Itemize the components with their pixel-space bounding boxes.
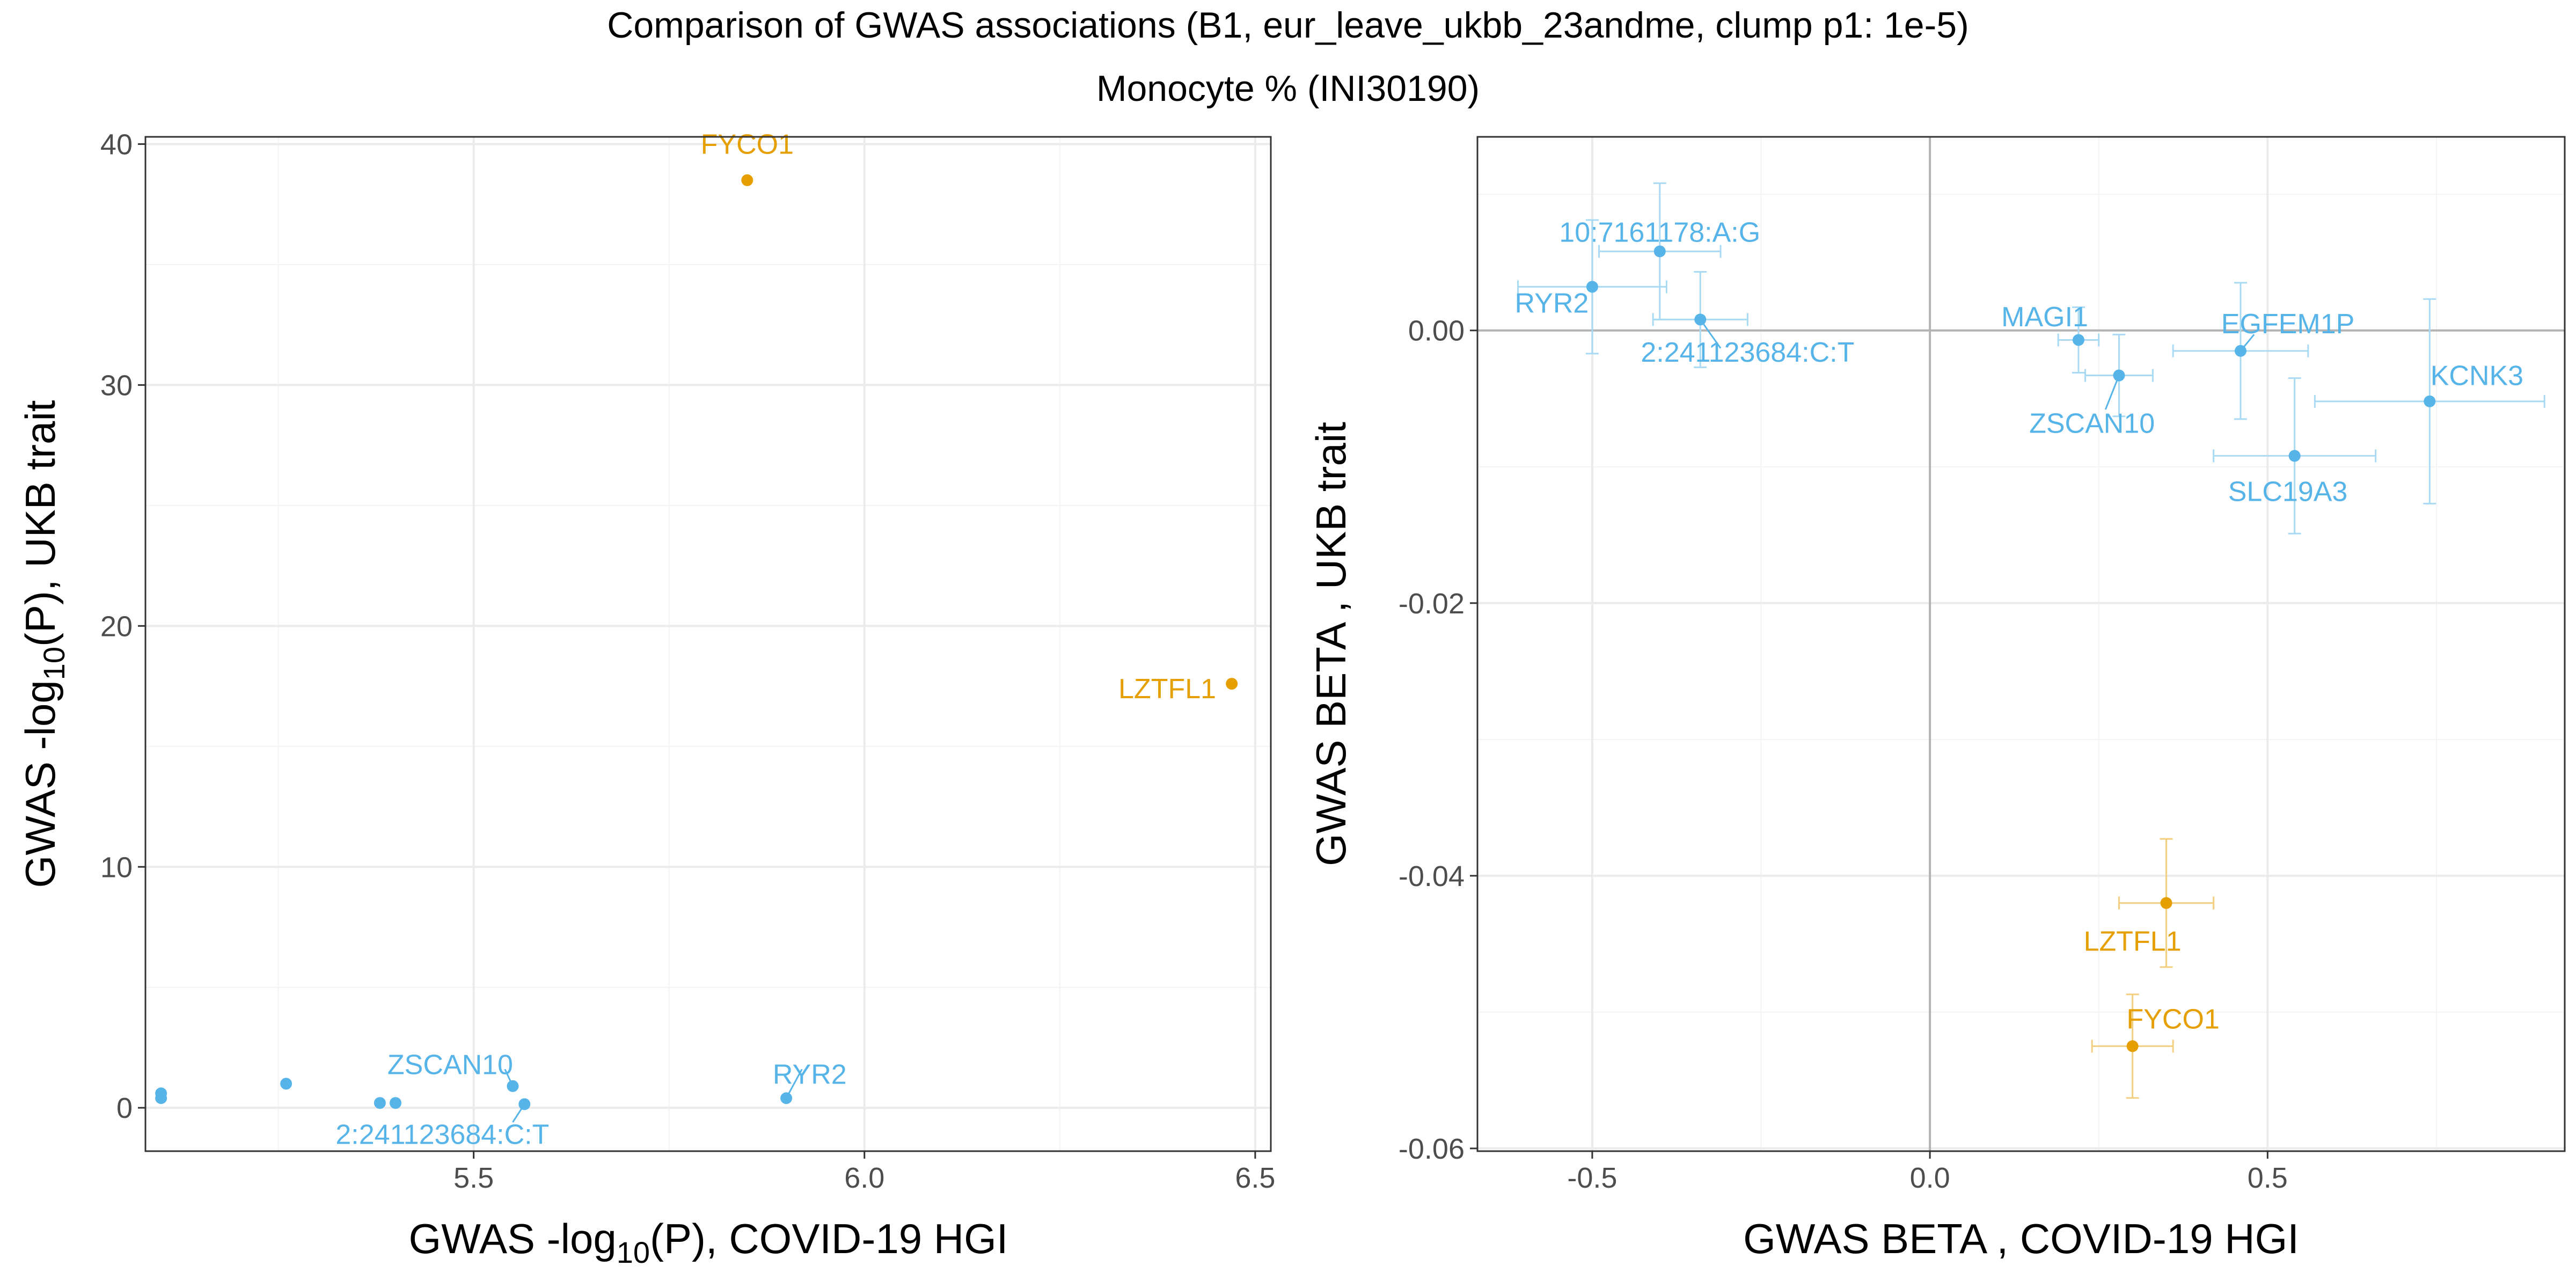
- left-y-axis-title-post: (P), UKB trait: [17, 400, 64, 647]
- x-tick-label: 0.0: [1910, 1162, 1950, 1194]
- left-x-axis-title-pre: GWAS -log: [409, 1215, 617, 1262]
- left-panel: FYCO1 LZTFL1 ZSCAN10 RYR2 2:241123684:C:T 5.…: [17, 128, 1275, 1269]
- point-label: FYCO1: [2126, 1004, 2219, 1035]
- left-x-axis-title-post: (P), COVID-19 HGI: [650, 1215, 1008, 1262]
- point-label: KCNK3: [2431, 360, 2523, 391]
- data-point: [2160, 897, 2172, 909]
- point-label: ZSCAN10: [387, 1049, 513, 1080]
- left-y-axis-title-sub: 10: [37, 647, 71, 680]
- data-point: [2113, 369, 2125, 382]
- x-tick-label: -0.5: [1567, 1162, 1617, 1194]
- y-tick-label: 0.00: [1408, 315, 1465, 347]
- point-label: SLC19A3: [2228, 476, 2348, 507]
- point-label: EGFEM1P: [2221, 309, 2355, 340]
- x-tick-label: 0.5: [2248, 1162, 2288, 1194]
- y-tick-label: 30: [100, 369, 133, 401]
- point-label: 10:7161178:A:G: [1559, 217, 1760, 248]
- left-y-axis-title: GWAS -log10(P), UKB trait: [17, 400, 71, 888]
- x-tick-label: 6.5: [1235, 1162, 1275, 1194]
- data-point: [2424, 395, 2436, 407]
- data-point: [780, 1092, 793, 1104]
- point-label: 2:241123684:C:T: [335, 1119, 549, 1151]
- left-y-ticks: 0 10 20 30 40: [100, 128, 145, 1124]
- data-point: [374, 1097, 386, 1109]
- right-x-ticks: -0.5 0.0 0.5: [1567, 1151, 2288, 1194]
- point-label: RYR2: [1515, 288, 1589, 319]
- data-point: [507, 1080, 519, 1092]
- point-label: LZTFL1: [1118, 674, 1216, 705]
- data-point: [518, 1098, 531, 1110]
- y-tick-label: 20: [100, 610, 133, 642]
- x-tick-label: 5.5: [453, 1162, 494, 1194]
- right-y-ticks: 0.00 -0.02 -0.04 -0.06: [1399, 315, 1477, 1165]
- left-x-ticks: 5.5 6.0 6.5: [453, 1151, 1275, 1194]
- label-connector: [2104, 375, 2120, 410]
- x-tick-label: 6.0: [844, 1162, 884, 1194]
- left-x-axis-title: GWAS -log10(P), COVID-19 HGI: [409, 1215, 1008, 1269]
- y-tick-label: -0.02: [1399, 588, 1465, 620]
- data-point: [1694, 313, 1707, 326]
- point-label: ZSCAN10: [2029, 408, 2155, 439]
- right-x-axis-title-pre: GWAS BETA , COVID-19 HGI: [1743, 1215, 2299, 1262]
- y-tick-label: 0: [116, 1092, 133, 1124]
- data-point: [741, 174, 753, 186]
- left-y-axis-title-pre: GWAS -log: [17, 680, 64, 888]
- point-label: FYCO1: [701, 129, 794, 160]
- right-y-axis-title-pre: GWAS BETA , UKB trait: [1307, 422, 1355, 866]
- left-grid: [145, 137, 1271, 1151]
- right-grid: [1477, 137, 2565, 1151]
- y-tick-label: 40: [100, 128, 133, 160]
- data-point: [2072, 334, 2084, 346]
- figure-title: Comparison of GWAS associations (B1, eur…: [607, 5, 1968, 46]
- data-point: [390, 1097, 401, 1109]
- point-label: LZTFL1: [2084, 926, 2182, 957]
- data-point: [2288, 450, 2301, 462]
- data-point: [2234, 345, 2246, 357]
- left-x-axis-title-sub: 10: [617, 1235, 650, 1269]
- y-tick-label: -0.04: [1399, 860, 1465, 892]
- point-label: RYR2: [773, 1059, 847, 1090]
- right-y-axis-title: GWAS BETA , UKB trait: [1307, 422, 1355, 866]
- data-point: [2126, 1040, 2139, 1052]
- right-x-axis-title: GWAS BETA , COVID-19 HGI: [1743, 1215, 2299, 1262]
- figure-subtitle: Monocyte % (INI30190): [1096, 68, 1480, 109]
- y-tick-label: -0.06: [1399, 1133, 1465, 1165]
- point-label: MAGI1: [2001, 302, 2088, 333]
- right-panel: 10:7161178:A:G RYR2 2:241123684:C:T MAGI1 ZS…: [1307, 136, 2566, 1262]
- right-panel-border: [1476, 136, 2566, 1152]
- data-point: [1586, 281, 1598, 293]
- data-point: [1653, 245, 1666, 258]
- right-marks: 10:7161178:A:G RYR2 2:241123684:C:T MAGI1 ZS…: [1515, 182, 2545, 1099]
- data-point: [1226, 678, 1238, 690]
- left-marks: FYCO1 LZTFL1 ZSCAN10 RYR2 2:241123684:C:T: [155, 129, 1238, 1151]
- y-tick-label: 10: [100, 851, 133, 883]
- data-point: [280, 1078, 292, 1090]
- point-label: 2:241123684:C:T: [1641, 337, 1854, 368]
- data-point: [155, 1092, 167, 1104]
- left-panel-border: [144, 136, 1272, 1152]
